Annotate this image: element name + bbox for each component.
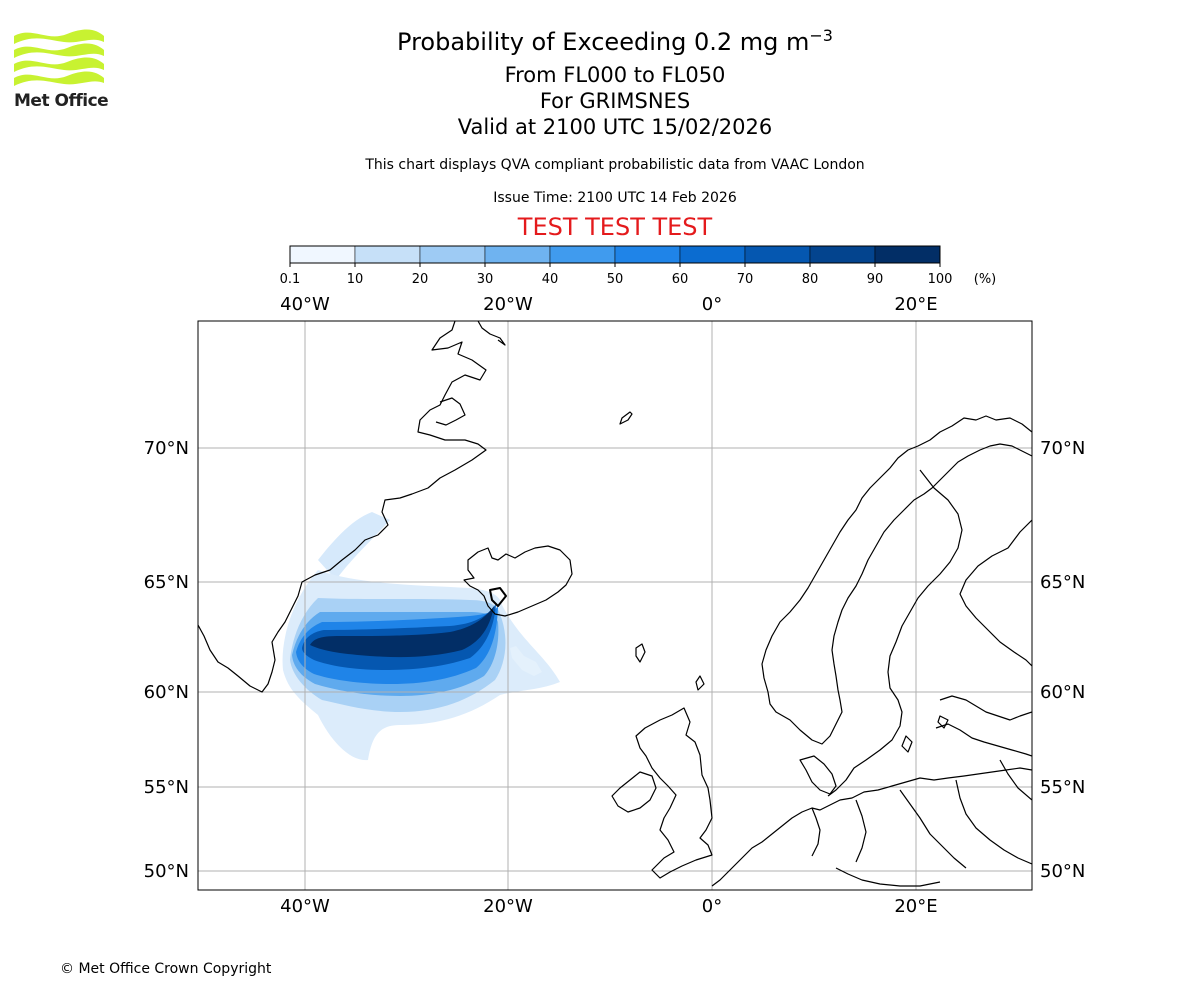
latitude-label: 55°N (144, 777, 189, 798)
colorbar-tick-label: 10 (347, 272, 364, 287)
colorbar-unit: (%) (974, 272, 997, 287)
met-office-logo-icon (14, 29, 104, 86)
longitude-label: 20°E (894, 896, 937, 917)
ash-probability-plume (282, 512, 560, 761)
latitude-label: 50°N (1040, 861, 1085, 882)
colorbar-tick-label: 60 (672, 272, 689, 287)
longitude-label: 20°E (894, 294, 937, 315)
coastlines (198, 321, 1032, 887)
latitude-label: 70°N (1040, 438, 1085, 459)
colorbar-boxes (289, 245, 941, 264)
title-superscript: −3 (809, 26, 833, 45)
latitude-label: 60°N (1040, 682, 1085, 703)
latitude-label: 50°N (144, 861, 189, 882)
longitude-labels-bottom: 40°W 20°W 0° 20°E (280, 896, 937, 917)
colorbar-ticks: 0.1 10 20 30 40 50 60 70 80 90 100 (280, 263, 953, 287)
latitude-labels-left: 70°N 65°N 60°N 55°N 50°N (144, 438, 189, 882)
longitude-label: 40°W (280, 294, 330, 315)
map-frame (197, 320, 1033, 891)
colorbar: 0.1 10 20 30 40 50 60 70 80 90 100 (%) (280, 245, 997, 287)
colorbar-tick-label: 100 (928, 272, 953, 287)
longitude-label: 0° (702, 294, 722, 315)
latitude-label: 65°N (1040, 572, 1085, 593)
colorbar-tick-label: 80 (802, 272, 819, 287)
chart-description: This chart displays QVA compliant probab… (365, 157, 865, 173)
copyright-notice: © Met Office Crown Copyright (60, 961, 272, 977)
flight-level-range: From FL000 to FL050 (504, 63, 726, 87)
latitude-labels-right: 70°N 65°N 60°N 55°N 50°N (1040, 438, 1085, 882)
longitude-labels-top: 40°W 20°W 0° 20°E (280, 294, 937, 315)
longitude-label: 20°W (483, 896, 533, 917)
map-gridlines (198, 321, 1032, 890)
colorbar-tick-label: 20 (412, 272, 429, 287)
longitude-label: 40°W (280, 896, 330, 917)
latitude-label: 70°N (144, 438, 189, 459)
longitude-label: 20°W (483, 294, 533, 315)
colorbar-tick-label: 0.1 (280, 272, 301, 287)
chart-title: Probability of Exceeding 0.2 mg m−3 (0, 26, 1200, 56)
latitude-label: 60°N (144, 682, 189, 703)
issue-time: Issue Time: 2100 UTC 14 Feb 2026 (493, 190, 737, 206)
longitude-label: 0° (702, 896, 722, 917)
valid-time: Valid at 2100 UTC 15/02/2026 (457, 115, 773, 139)
colorbar-tick-label: 90 (867, 272, 884, 287)
latitude-label: 65°N (144, 572, 189, 593)
title-main: Probability of Exceeding 0.2 mg m (397, 28, 810, 56)
colorbar-tick-label: 50 (607, 272, 624, 287)
colorbar-tick-label: 70 (737, 272, 754, 287)
colorbar-tick-label: 30 (477, 272, 494, 287)
latitude-label: 55°N (1040, 777, 1085, 798)
volcano-name: For GRIMSNES (539, 89, 691, 113)
colorbar-tick-label: 40 (542, 272, 559, 287)
test-banner: TEST TEST TEST (517, 213, 713, 241)
logo-text: Met Office (14, 91, 109, 111)
